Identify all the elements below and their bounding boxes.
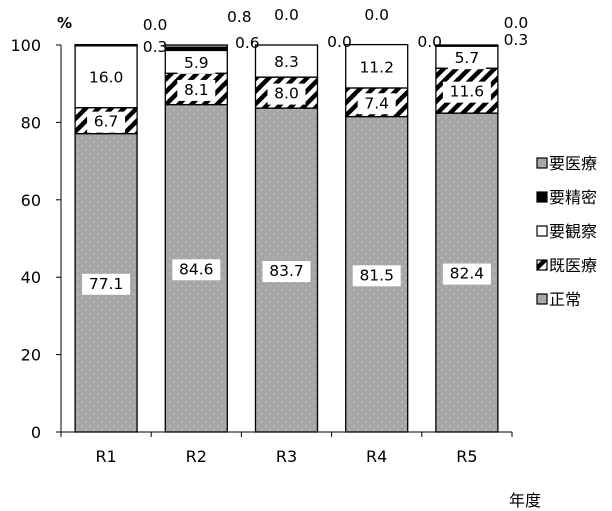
data-label: 77.1 (89, 275, 124, 293)
x-tick-label: R2 (186, 447, 207, 466)
data-label: 82.4 (450, 265, 485, 283)
legend-swatch (536, 225, 548, 237)
data-label: 81.5 (359, 266, 394, 284)
data-label: 5.9 (184, 54, 209, 72)
data-label: 0.0 (364, 6, 389, 24)
legend-swatch (536, 293, 548, 305)
legend-swatch (536, 157, 548, 169)
data-label-box (267, 52, 306, 74)
x-tick-label: R3 (276, 447, 297, 466)
data-label-box (442, 81, 491, 103)
legend-label: 正常 (549, 290, 581, 309)
y-tick-label: 20 (21, 346, 41, 365)
legend-label: 要精密 (549, 188, 597, 207)
data-label-box (352, 265, 401, 287)
legend-swatch (536, 259, 548, 271)
data-label: 0.6 (235, 34, 260, 52)
data-label-box (87, 111, 126, 133)
data-label: 0.3 (504, 31, 529, 49)
x-tick-label: R5 (456, 447, 477, 466)
bar-segment (164, 44, 228, 48)
bar-segment (435, 44, 499, 47)
data-label: 6.7 (94, 113, 119, 131)
data-label: 83.7 (269, 262, 304, 280)
data-label: 0.0 (327, 33, 352, 51)
data-label-box (177, 52, 216, 74)
data-label: 16.0 (89, 69, 124, 87)
data-label-box (177, 79, 216, 101)
data-label-box (352, 57, 401, 79)
data-label-box (172, 259, 221, 281)
y-tick-label: 80 (21, 113, 41, 132)
data-label-box (82, 67, 131, 89)
data-label: 8.1 (184, 81, 209, 99)
legend-label: 要観察 (549, 222, 597, 241)
legend-swatch (536, 191, 548, 203)
y-tick-label: 60 (21, 191, 41, 210)
data-label: 0.0 (504, 14, 529, 32)
legend-label: 既医療 (549, 256, 597, 275)
x-axis-title: 年度 (509, 491, 541, 510)
data-label: 11.2 (359, 58, 394, 76)
data-label: 5.7 (455, 49, 480, 67)
data-label: 0.0 (417, 33, 442, 51)
data-label-box (442, 263, 491, 285)
x-tick-label: R4 (366, 447, 387, 466)
data-label-box (357, 93, 396, 115)
data-label-box (267, 83, 306, 105)
data-label-box (82, 273, 131, 295)
y-unit-label: % (57, 14, 72, 32)
data-label: 8.0 (274, 85, 299, 103)
data-label-box (262, 261, 311, 283)
y-tick-label: 0 (31, 423, 41, 442)
data-label: 11.6 (450, 83, 485, 101)
data-label: 8.3 (274, 53, 299, 71)
y-tick-label: 100 (10, 36, 41, 55)
data-label: 7.4 (364, 94, 389, 112)
data-label-box (447, 48, 486, 70)
bar-segment (74, 43, 138, 47)
data-label: 0.0 (143, 16, 168, 34)
y-tick-label: 40 (21, 268, 41, 287)
data-label: 0.0 (274, 6, 299, 24)
data-label: 0.3 (143, 38, 168, 56)
data-label: 84.6 (179, 260, 214, 278)
data-label: 0.8 (227, 8, 252, 26)
x-tick-label: R1 (95, 447, 116, 466)
legend-label: 要医療 (549, 154, 597, 173)
